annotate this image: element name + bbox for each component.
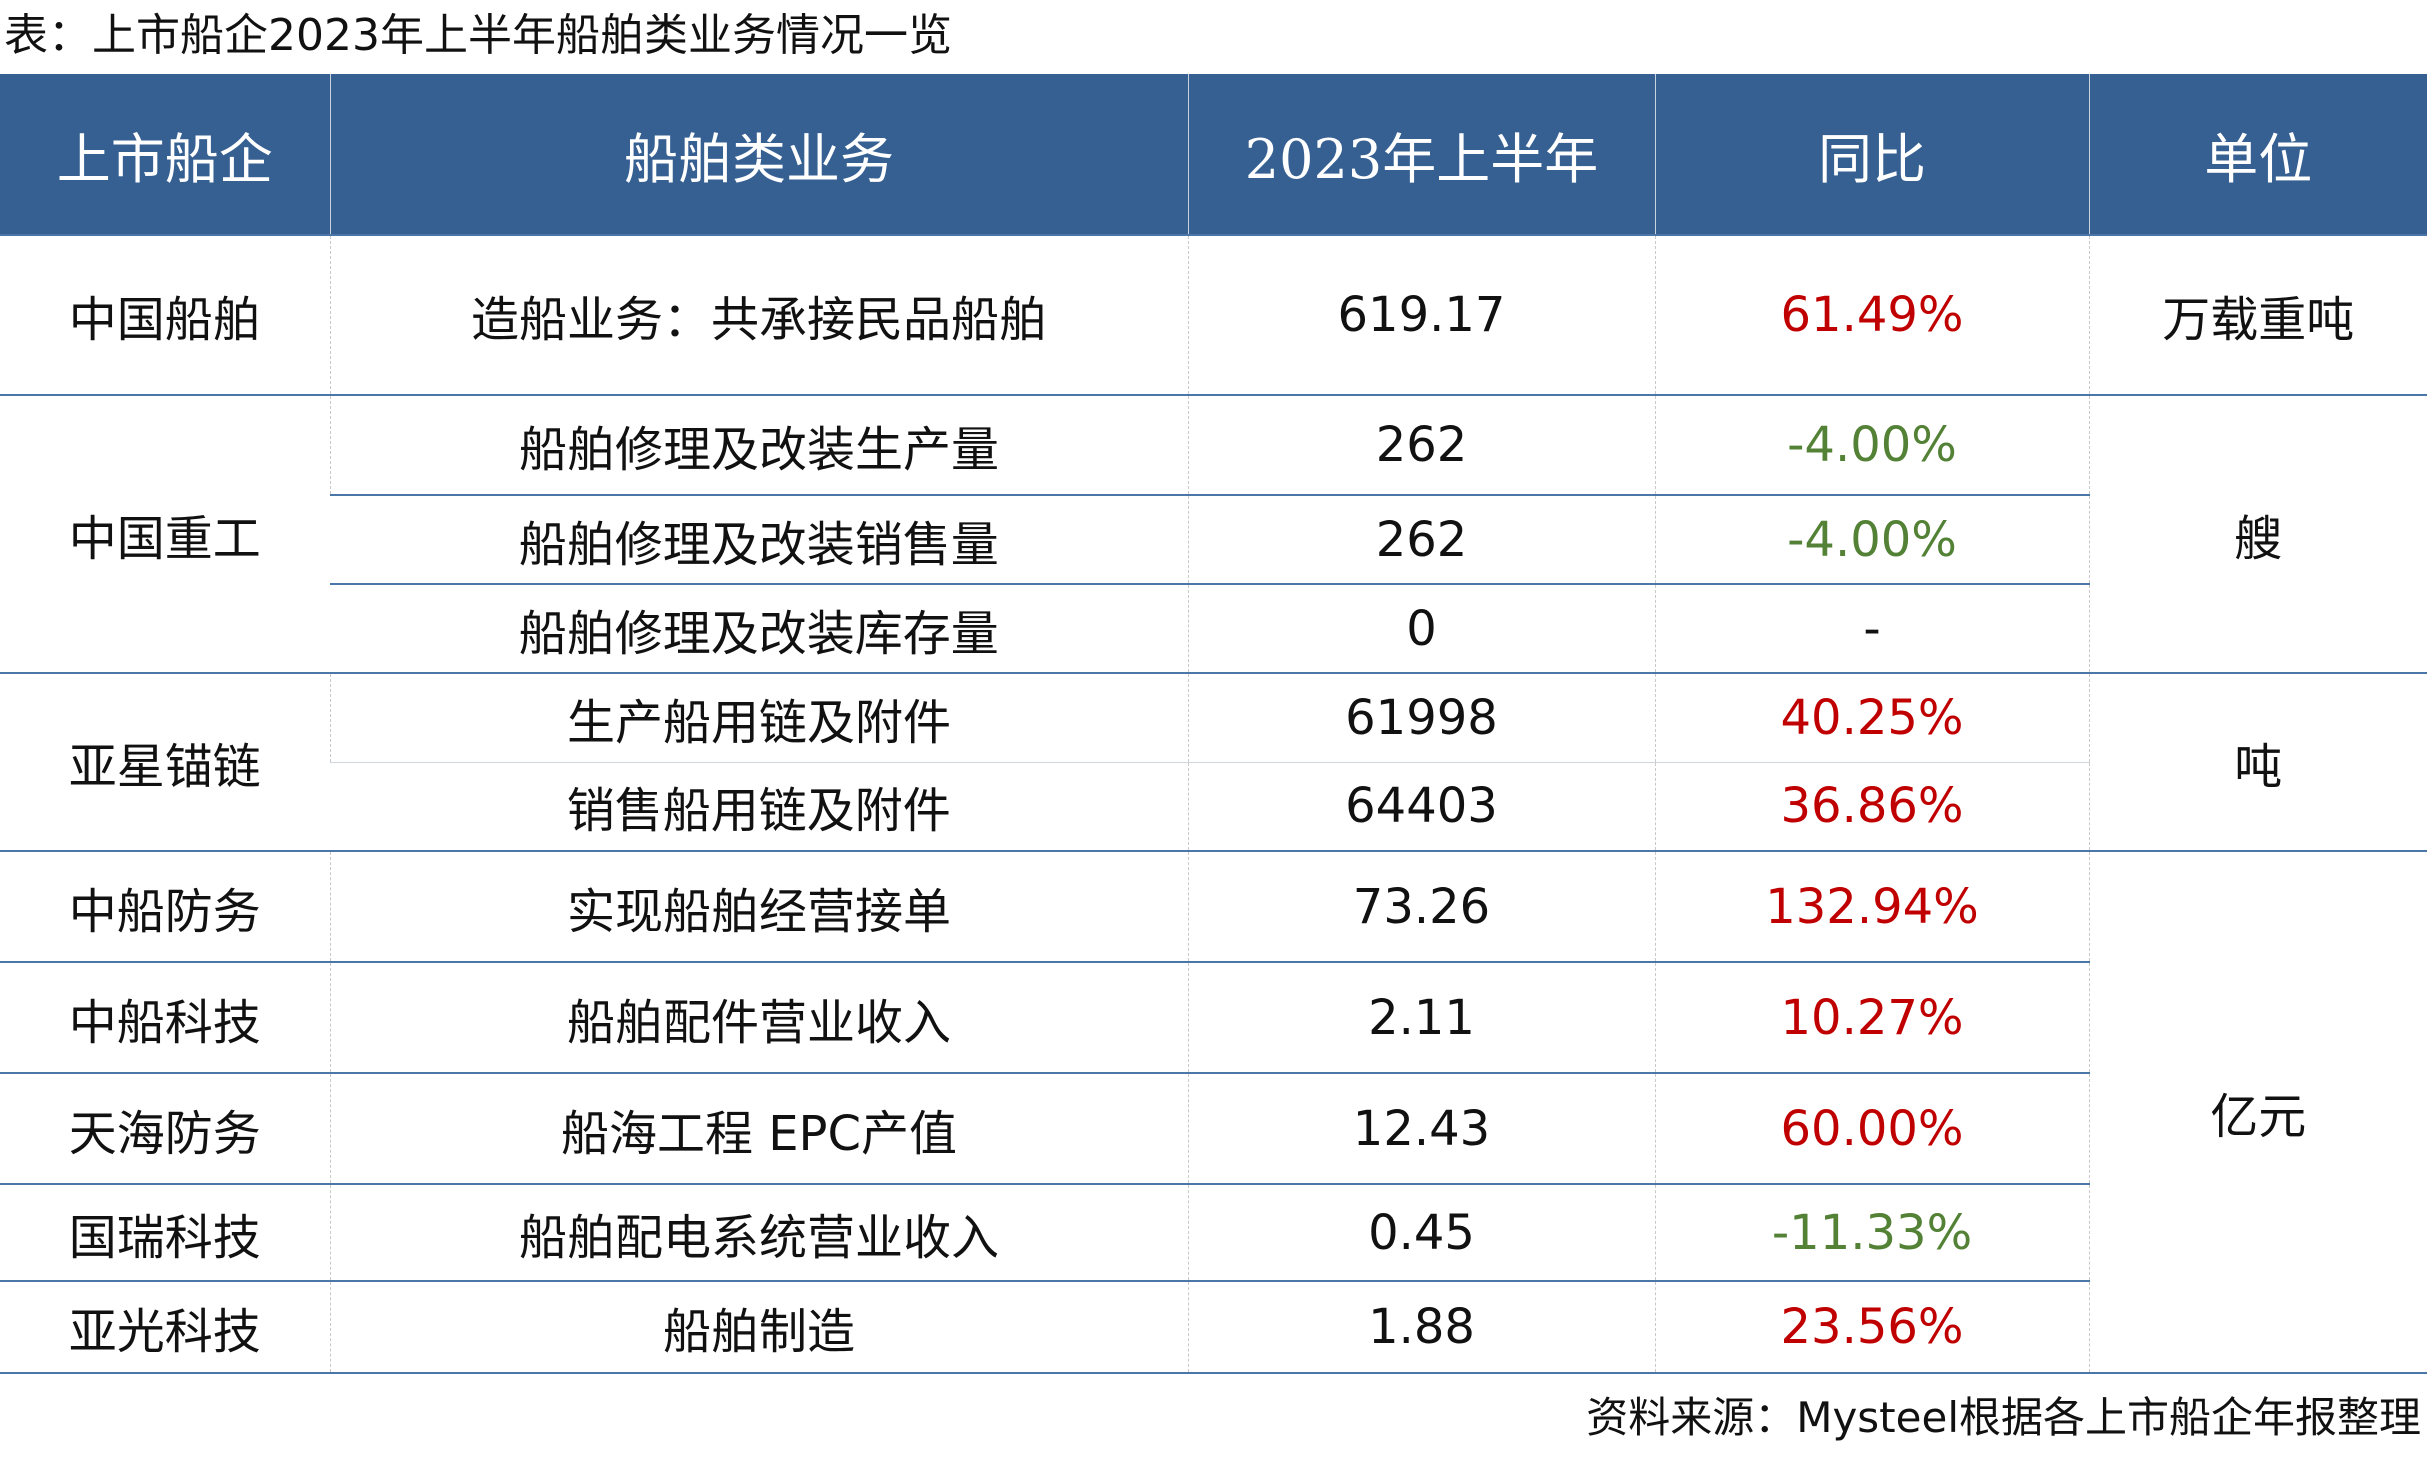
header-yoy: 同比 [1654,74,2089,235]
company-cell: 中国重工 [0,394,330,673]
table-row: 中船防务 实现船舶经营接单 73.26 132.94% 亿元 [0,850,2427,1373]
source-note: 资料来源：Mysteel根据各上市船企年报整理 [1586,1393,2421,1442]
value-cell: 73.26 [1187,850,1655,962]
shipbuilding-business-table: 上市船企 船舶类业务 2023年上半年 同比 单位 中国船舶 造船业务：共承接民… [0,74,2427,1374]
business-cell: 船舶配件营业收入 [329,961,1188,1073]
yoy-cell: -11.33% [1654,1183,2089,1281]
value-cell: 0.45 [1187,1183,1655,1281]
business-cell: 船海工程 EPC产值 [329,1072,1188,1184]
table-row: 亚光科技 船舶制造 1.88 23.56% [0,1280,2427,1373]
table-row: 船舶修理及改装库存量 0 - [0,583,2427,673]
business-cell: 船舶制造 [329,1280,1188,1373]
unit-cell: 艘 [2088,394,2427,673]
value-cell: 262 [1187,394,1655,495]
company-cell: 中船防务 [0,850,330,962]
business-cell: 销售船用链及附件 [330,761,1188,851]
unit-cell: 亿元 [2088,850,2427,1373]
value-cell: 64403 [1187,761,1655,851]
header-business: 船舶类业务 [329,74,1188,235]
value-cell: 1.88 [1187,1280,1655,1373]
header-row: 上市船企 船舶类业务 2023年上半年 同比 单位 [0,74,2427,235]
unit-cell: 吨 [2088,672,2427,851]
yoy-cell: 10.27% [1654,961,2089,1073]
header-period: 2023年上半年 [1187,74,1655,235]
yoy-cell: 23.56% [1654,1280,2089,1373]
business-cell: 生产船用链及附件 [329,672,1188,762]
business-cell: 船舶修理及改装库存量 [330,583,1188,673]
value-cell: 2.11 [1187,961,1655,1073]
table-row: 天海防务 船海工程 EPC产值 12.43 60.00% [0,1072,2427,1184]
company-cell: 国瑞科技 [0,1183,330,1281]
table-row: 销售船用链及附件 64403 36.86% [0,761,2427,851]
value-cell: 0 [1187,583,1655,673]
business-cell: 船舶修理及改装销售量 [330,494,1188,584]
header-unit: 单位 [2088,74,2427,235]
table-row: 中国重工 船舶修理及改装生产量 262 -4.00% 艘 [0,394,2427,673]
company-cell: 天海防务 [0,1072,330,1184]
yoy-cell: - [1654,583,2089,673]
yoy-cell: 132.94% [1654,850,2089,962]
header-company: 上市船企 [0,74,330,235]
business-cell: 船舶修理及改装生产量 [329,394,1188,495]
value-cell: 619.17 [1187,234,1655,395]
value-cell: 61998 [1187,672,1655,762]
table-title: 表：上市船企2023年上半年船舶类业务情况一览 [4,10,952,61]
table-row: 中国船舶 造船业务：共承接民品船舶 619.17 61.49% 万载重吨 [0,234,2427,395]
business-cell: 实现船舶经营接单 [329,850,1188,962]
value-cell: 12.43 [1187,1072,1655,1184]
yoy-cell: 60.00% [1654,1072,2089,1184]
table-row: 船舶修理及改装销售量 262 -4.00% [0,494,2427,584]
unit-cell: 万载重吨 [2088,234,2427,395]
table-row: 国瑞科技 船舶配电系统营业收入 0.45 -11.33% [0,1183,2427,1281]
value-cell: 262 [1187,494,1655,584]
yoy-cell: 61.49% [1654,234,2089,395]
yoy-cell: -4.00% [1654,394,2089,495]
yoy-cell: 36.86% [1654,761,2089,851]
company-cell: 亚星锚链 [0,672,330,851]
business-cell: 造船业务：共承接民品船舶 [329,234,1188,395]
company-cell: 中船科技 [0,961,330,1073]
yoy-cell: 40.25% [1654,672,2089,762]
yoy-cell: -4.00% [1654,494,2089,584]
company-cell: 中国船舶 [0,234,330,395]
table-row: 中船科技 船舶配件营业收入 2.11 10.27% [0,961,2427,1073]
company-cell: 亚光科技 [0,1280,330,1373]
business-cell: 船舶配电系统营业收入 [329,1183,1188,1281]
table-row: 亚星锚链 生产船用链及附件 61998 40.25% 吨 [0,672,2427,851]
